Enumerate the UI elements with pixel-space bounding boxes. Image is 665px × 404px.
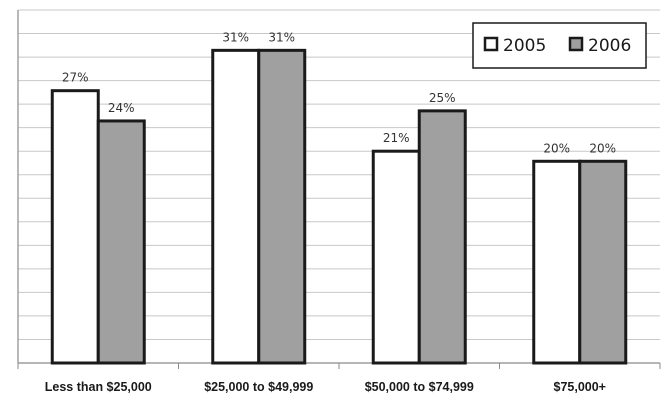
x-tick-label: $25,000 to $49,999: [204, 380, 313, 394]
bar-2005-4: [534, 161, 580, 363]
legend-swatch-2006: [570, 38, 582, 50]
legend: 2005 2006: [473, 23, 646, 68]
data-label-2005-4: 20%: [543, 141, 570, 155]
bar-2005-2: [213, 50, 259, 363]
legend-swatch-2005: [485, 38, 497, 50]
bar-2005-3: [373, 151, 419, 363]
bar-2006-3: [419, 111, 465, 363]
data-label-2006-2: 31%: [268, 30, 295, 44]
legend-label-2005: 2005: [503, 36, 546, 56]
data-label-2005-3: 21%: [383, 131, 410, 145]
bar-2005-1: [52, 91, 98, 363]
bar-2006-1: [98, 121, 144, 363]
data-label-2006-1: 24%: [108, 101, 135, 115]
data-label-2006-3: 25%: [429, 91, 456, 105]
x-tick-label: $50,000 to $74,999: [365, 380, 474, 394]
bar-2006-4: [580, 161, 626, 363]
bar-2006-2: [259, 50, 305, 363]
x-tick-label: $75,000+: [554, 380, 606, 394]
legend-label-2006: 2006: [588, 36, 631, 56]
x-axis-tick-labels: Less than $25,000 $25,000 to $49,999 $50,0…: [45, 380, 606, 394]
x-tick-label: Less than $25,000: [45, 380, 152, 394]
data-label-2005-1: 27%: [62, 71, 89, 85]
data-label-2005-2: 31%: [222, 30, 249, 44]
data-label-2006-4: 20%: [589, 141, 616, 155]
